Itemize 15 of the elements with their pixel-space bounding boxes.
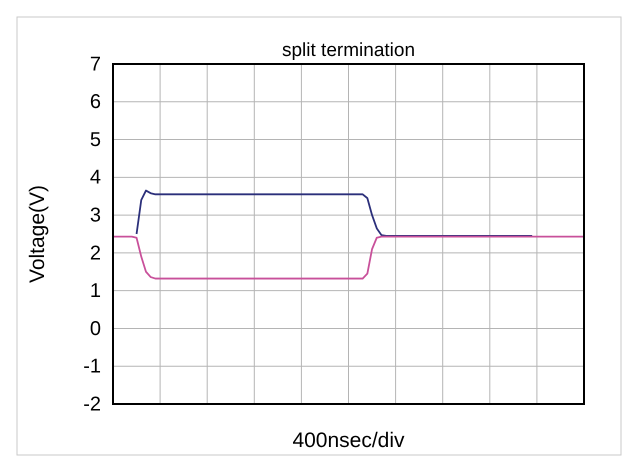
y-tick-label: 7	[90, 53, 101, 76]
y-axis-title: Voltage(V)	[26, 184, 49, 284]
y-tick-label: 3	[90, 204, 101, 227]
line-series	[136, 190, 534, 237]
y-tick-label: 6	[90, 91, 101, 114]
x-axis-title: 400nsec/div	[292, 429, 406, 452]
y-tick-label: 4	[90, 166, 101, 189]
y-tick-label: -1	[83, 356, 101, 378]
line-series	[112, 236, 585, 280]
y-tick-label: 2	[90, 242, 101, 264]
y-tick-label: 5	[90, 128, 101, 151]
y-tick-label: 1	[90, 280, 101, 302]
chart-title: split termination	[282, 40, 416, 61]
y-tick-label: 0	[90, 318, 101, 340]
y-tick-label: -2	[83, 393, 101, 416]
